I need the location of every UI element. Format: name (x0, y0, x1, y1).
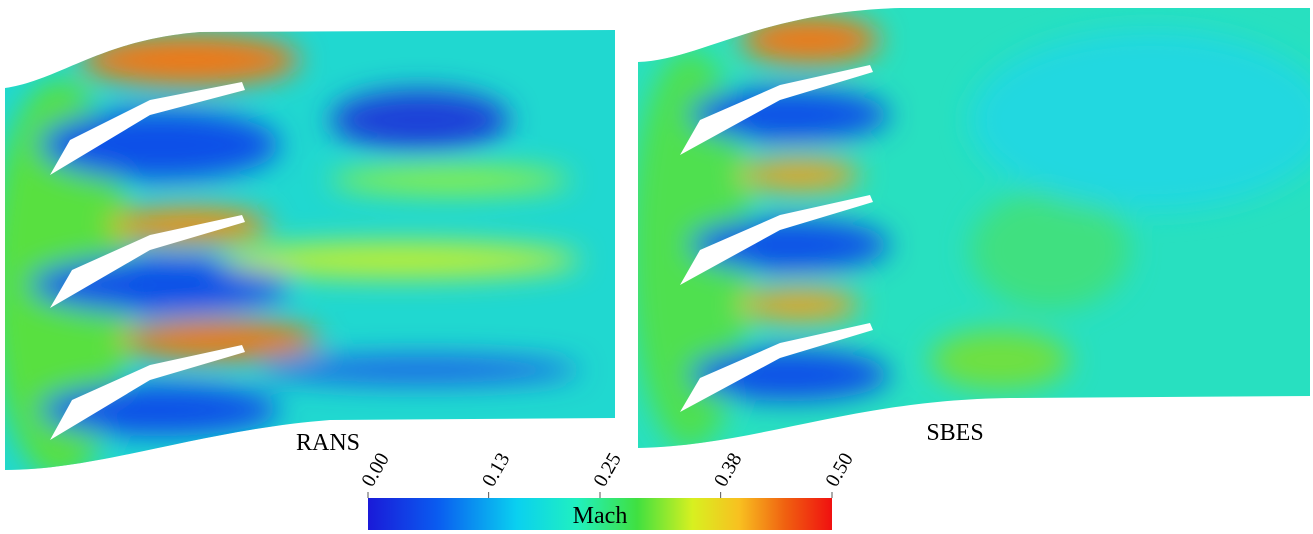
colorbar-tick-label: 0.50 (821, 449, 858, 490)
rans-contour (5, 30, 615, 470)
colorbar-tick-label: 0.38 (710, 449, 747, 490)
colorbar (368, 498, 832, 530)
sbes-contour (638, 8, 1310, 448)
colorbar-tick-label: 0.13 (478, 449, 515, 490)
colorbar-tick-label: 0.25 (589, 449, 626, 490)
colorbar-tick-label: 0.00 (357, 449, 394, 490)
panel-label: RANS (296, 430, 360, 456)
panel-label: SBES (926, 420, 983, 446)
colorbar-label: Mach (573, 503, 628, 529)
